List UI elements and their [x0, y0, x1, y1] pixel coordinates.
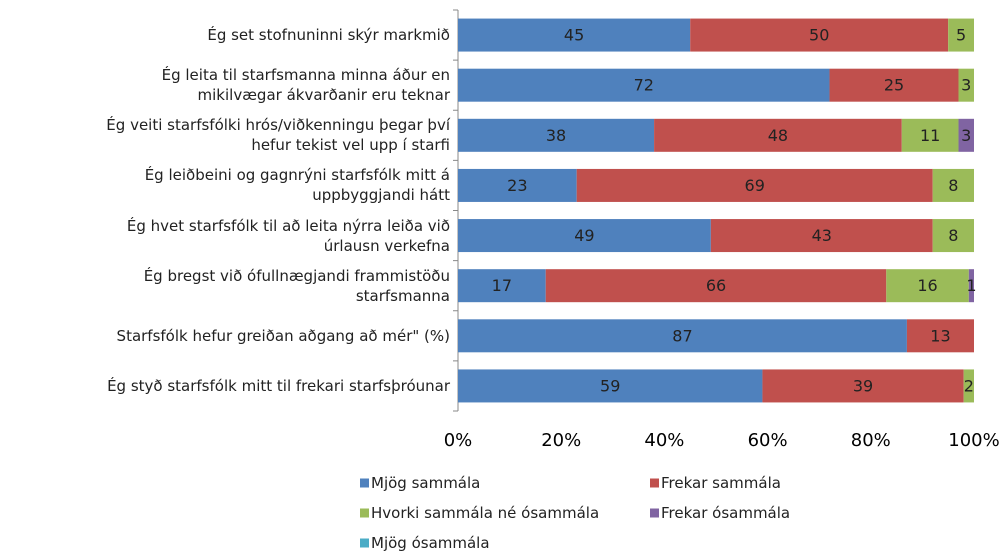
data-label: 3	[961, 76, 971, 95]
data-label: 2	[964, 376, 974, 395]
legend-label: Mjög sammála	[371, 474, 481, 492]
category-label: Ég leita til starfsmanna minna áður en m…	[161, 66, 450, 105]
bar-segment	[906, 319, 974, 353]
legend-label: Frekar ósammála	[661, 504, 791, 522]
x-tick-label: 40%	[644, 430, 684, 451]
category-label: Ég hvet starfsfólk til að leita nýrra le…	[126, 216, 450, 255]
legend-label: Hvorki sammála né ósammála	[371, 504, 600, 522]
data-label: 3	[961, 126, 971, 145]
legend-swatch	[360, 508, 369, 518]
data-label: 50	[809, 26, 829, 45]
bar-segment	[932, 219, 974, 253]
x-tick-label: 100%	[948, 430, 999, 451]
bar-segment	[458, 18, 691, 52]
legend-swatch	[650, 478, 659, 488]
x-tick-label: 0%	[444, 430, 473, 451]
bar-segment	[458, 319, 907, 353]
category-label: Starfsfólk hefur greiðan aðgang að mér" …	[116, 326, 450, 345]
data-label: 39	[853, 376, 873, 395]
data-label: 66	[706, 276, 726, 295]
bar-segment	[458, 68, 830, 102]
category-label: Ég set stofnuninni skýr markmið	[207, 26, 450, 45]
data-label: 8	[948, 176, 958, 195]
x-tick-label: 80%	[851, 430, 891, 451]
bar-segment	[576, 168, 933, 202]
legend-swatch	[360, 538, 369, 548]
data-label: 16	[917, 276, 937, 295]
bar-segment	[710, 219, 933, 253]
data-label: 5	[956, 26, 966, 45]
bar-segment	[829, 68, 959, 102]
bar-segment	[458, 118, 655, 152]
bar-segment	[932, 168, 974, 202]
legend-swatch	[650, 508, 659, 518]
bar-segment	[963, 369, 974, 403]
data-label: 72	[634, 76, 654, 95]
bar-segment	[545, 269, 887, 303]
data-label: 23	[507, 176, 527, 195]
data-label: 8	[948, 226, 958, 245]
bar-segment	[968, 269, 974, 303]
bar-segment	[958, 68, 974, 102]
bar-segment	[886, 269, 969, 303]
bar-segment	[458, 219, 711, 253]
legend-label: Mjög ósammála	[371, 534, 490, 552]
data-label: 13	[930, 326, 950, 345]
data-label: 1	[966, 276, 976, 295]
data-label: 69	[745, 176, 765, 195]
bar-segment	[458, 369, 763, 403]
bar-segment	[458, 269, 546, 303]
bar-segment	[958, 118, 974, 152]
category-label: Ég bregst við ófullnægjandi frammistöðu …	[143, 266, 450, 305]
category-label: Ég styð starfsfólk mitt til frekari star…	[107, 376, 450, 395]
bar-segment	[690, 18, 949, 52]
bar-segment	[654, 118, 902, 152]
data-label: 87	[672, 326, 692, 345]
category-label: Ég veiti starfsfólki hrós/viðkenningu þe…	[106, 116, 450, 155]
bar-segment	[458, 168, 577, 202]
category-label: Ég leiðbeini og gagnrýni starfsfólk mitt…	[144, 166, 450, 205]
data-label: 45	[564, 26, 584, 45]
data-label: 49	[574, 226, 594, 245]
data-label: 48	[768, 126, 788, 145]
x-tick-label: 20%	[541, 430, 581, 451]
data-label: 59	[600, 376, 620, 395]
bar-segment	[762, 369, 964, 403]
legend-label: Frekar sammála	[661, 474, 781, 492]
x-tick-label: 60%	[748, 430, 788, 451]
data-label: 17	[492, 276, 512, 295]
data-label: 11	[920, 126, 940, 145]
bar-segment	[948, 18, 974, 52]
data-label: 25	[884, 76, 904, 95]
data-label: 43	[812, 226, 832, 245]
legend-swatch	[360, 478, 369, 488]
bar-segment	[901, 118, 959, 152]
data-label: 38	[546, 126, 566, 145]
